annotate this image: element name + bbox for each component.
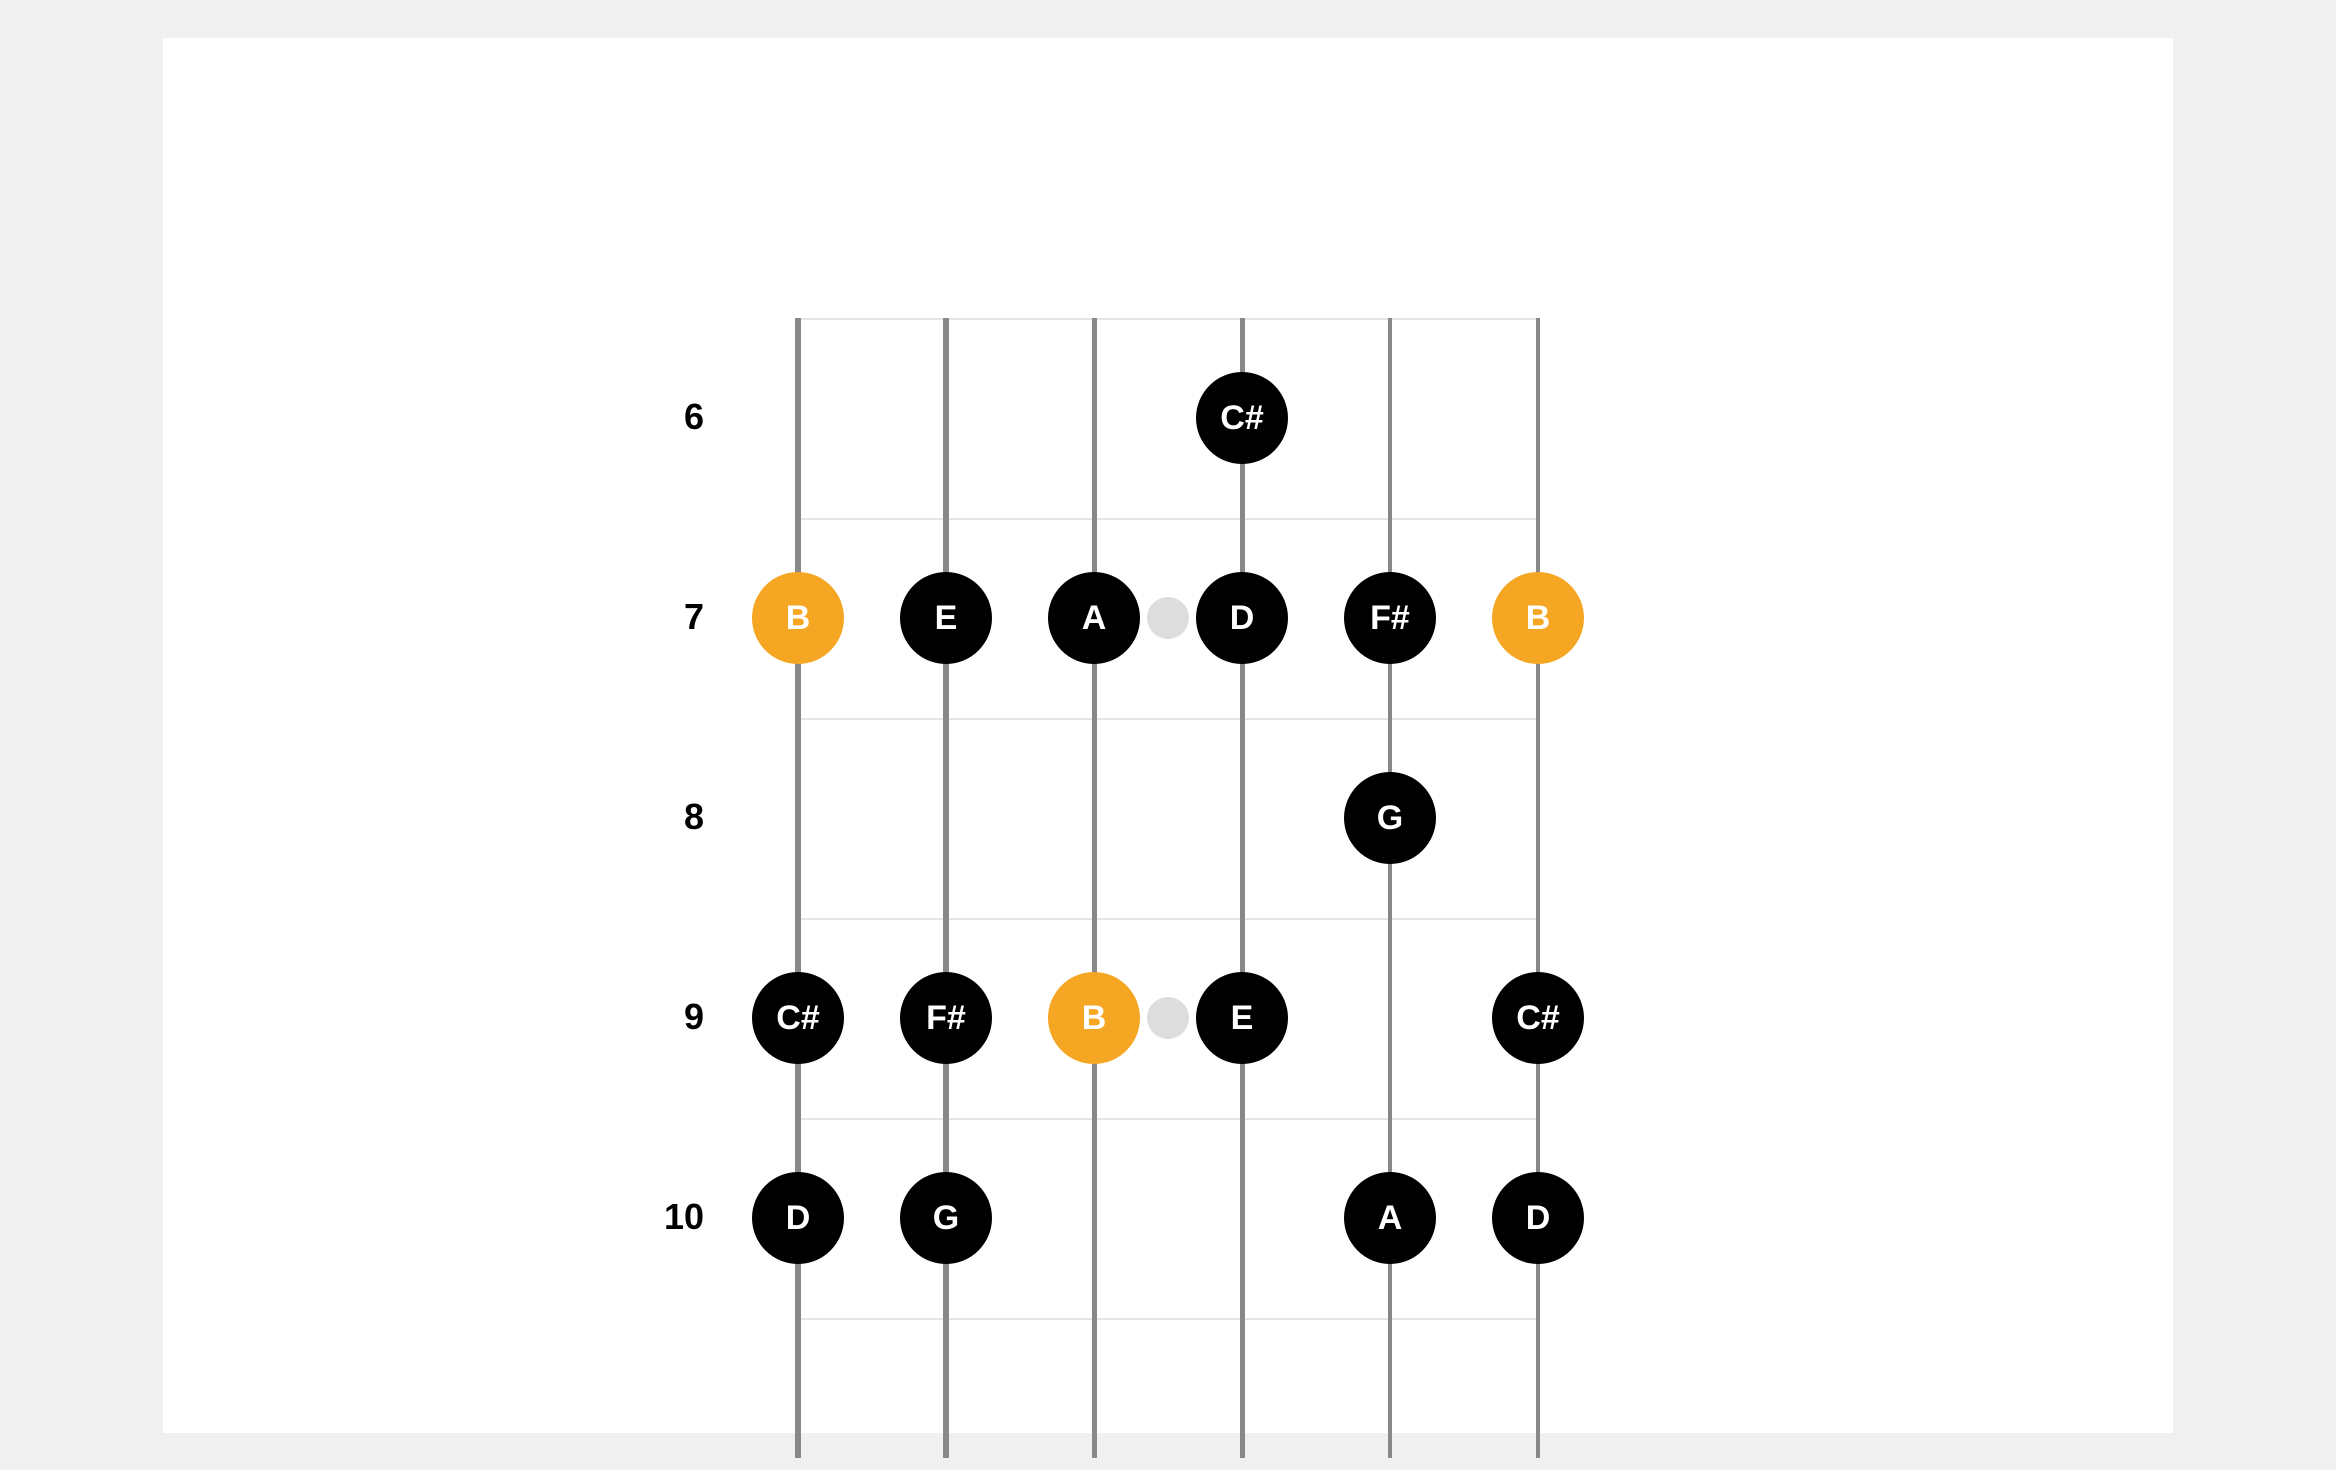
string-line xyxy=(1092,318,1097,1458)
note: F# xyxy=(900,972,992,1064)
note-label: B xyxy=(1082,1001,1107,1035)
note-label: B xyxy=(1526,601,1551,635)
fret-line xyxy=(798,718,1538,720)
fret-line xyxy=(798,918,1538,920)
fret-number: 8 xyxy=(624,796,704,838)
fret-number: 7 xyxy=(624,596,704,638)
note-label: G xyxy=(933,1201,959,1235)
note-label: G xyxy=(1377,801,1403,835)
note: C# xyxy=(1196,372,1288,464)
fret-line xyxy=(798,1118,1538,1120)
note-label: C# xyxy=(1220,401,1263,435)
note: G xyxy=(1344,772,1436,864)
fret-number: 10 xyxy=(624,1196,704,1238)
note-label: C# xyxy=(776,1001,819,1035)
note-label: E xyxy=(935,601,958,635)
fretboard-container: 678910C#BEADF#BGC#F#BEC#DGAD xyxy=(798,318,1538,1458)
note: E xyxy=(1196,972,1288,1064)
note: E xyxy=(900,572,992,664)
note: G xyxy=(900,1172,992,1264)
string-line xyxy=(1388,318,1392,1458)
note: A xyxy=(1344,1172,1436,1264)
inlay-marker xyxy=(1147,997,1189,1039)
note-label: B xyxy=(786,601,811,635)
note-label: A xyxy=(1082,601,1107,635)
note-root: B xyxy=(752,572,844,664)
note-label: F# xyxy=(926,1001,966,1035)
string-line xyxy=(1536,318,1540,1458)
fret-line xyxy=(798,1318,1538,1320)
note-label: D xyxy=(1526,1201,1551,1235)
note: D xyxy=(1196,572,1288,664)
note: A xyxy=(1048,572,1140,664)
canvas: 6 7 8 9 10 C# B E A D F# B G C# F# B E C# D G A D xyxy=(163,38,2173,1433)
note-label: A xyxy=(1378,1201,1403,1235)
note-label: F# xyxy=(1370,601,1410,635)
note-label: D xyxy=(1230,601,1255,635)
note: D xyxy=(752,1172,844,1264)
fret-line xyxy=(798,518,1538,520)
note: F# xyxy=(1344,572,1436,664)
fretboard-diagram: 678910C#BEADF#BGC#F#BEC#DGAD xyxy=(798,318,1538,1458)
note: C# xyxy=(1492,972,1584,1064)
note-root: B xyxy=(1492,572,1584,664)
string-line xyxy=(795,318,801,1458)
string-line xyxy=(1240,318,1245,1458)
note-root: B xyxy=(1048,972,1140,1064)
fret-number: 9 xyxy=(624,996,704,1038)
note-label: E xyxy=(1231,1001,1254,1035)
fret-line xyxy=(798,318,1538,320)
note: C# xyxy=(752,972,844,1064)
inlay-marker xyxy=(1147,597,1189,639)
note: D xyxy=(1492,1172,1584,1264)
note-label: D xyxy=(786,1201,811,1235)
note-label: C# xyxy=(1516,1001,1559,1035)
fret-number: 6 xyxy=(624,396,704,438)
string-line xyxy=(943,318,949,1458)
